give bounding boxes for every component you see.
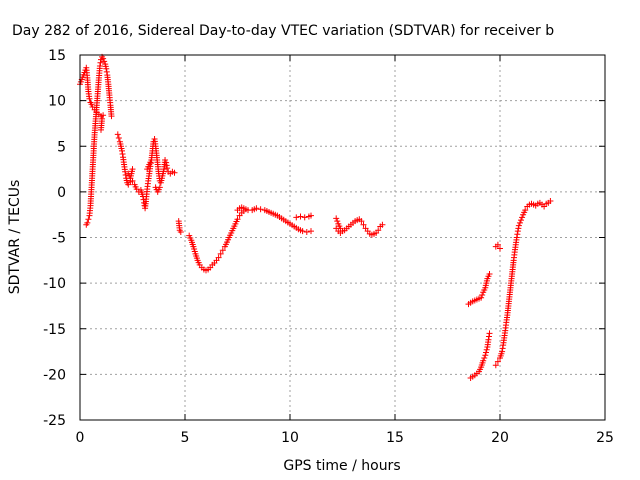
x-tick-label: 20 (491, 430, 509, 446)
x-tick-label: 5 (181, 430, 190, 446)
data-point (516, 219, 523, 226)
x-tick-label: 15 (386, 430, 404, 446)
data-point (177, 229, 184, 236)
data-point (519, 214, 526, 221)
data-point (514, 228, 521, 235)
data-point (156, 184, 163, 191)
x-tick-label: 10 (281, 430, 299, 446)
data-point (293, 214, 300, 221)
data-point (522, 207, 529, 214)
data-point (219, 247, 226, 254)
data-point (518, 217, 524, 224)
data-point (85, 216, 92, 223)
data-point (499, 348, 506, 355)
data-point (360, 221, 367, 228)
data-point (86, 95, 93, 102)
data-point (234, 216, 241, 223)
data-point (486, 330, 493, 337)
data-point (485, 336, 492, 343)
data-point (515, 225, 522, 232)
data-point (129, 166, 136, 173)
data-point (499, 345, 506, 352)
data-point (96, 62, 103, 69)
data-point (494, 241, 501, 248)
data-point (114, 131, 121, 138)
data-point (494, 358, 501, 365)
data-point (215, 254, 222, 261)
data-point (101, 58, 108, 65)
data-point (379, 221, 386, 228)
data-point (100, 112, 107, 119)
data-point (375, 227, 382, 234)
data-point (497, 245, 503, 252)
y-axis-label: SDTVAR / TECUs (7, 180, 23, 295)
data-point (84, 219, 91, 226)
data-point (171, 169, 178, 176)
data-point (103, 68, 110, 75)
data-point (547, 198, 554, 204)
data-point (122, 168, 129, 175)
data-point (485, 333, 492, 340)
data-point (162, 156, 169, 163)
data-point (513, 234, 520, 241)
data-point (100, 55, 107, 62)
data-point (301, 214, 308, 221)
data-point (242, 206, 249, 213)
data-point (115, 135, 122, 142)
data-point (108, 113, 115, 120)
data-point (88, 101, 95, 108)
data-point (333, 215, 340, 222)
x-axis-label: GPS time / hours (283, 458, 400, 474)
y-tick-label: 10 (48, 94, 66, 110)
data-point (297, 213, 304, 220)
data-point (119, 151, 126, 158)
x-tick-label: 0 (76, 430, 85, 446)
data-point (119, 147, 125, 154)
data-point (164, 165, 171, 172)
data-point (148, 156, 155, 163)
data-point (479, 291, 486, 298)
data-point (163, 162, 170, 169)
data-point (308, 212, 314, 219)
y-tick-label: 15 (48, 48, 66, 64)
data-point (147, 160, 154, 167)
y-tick-label: 5 (57, 139, 66, 155)
data-point (337, 229, 344, 236)
y-tick-label: 0 (57, 185, 66, 201)
data-points (77, 53, 554, 382)
y-tick-label: -15 (43, 322, 66, 338)
data-point (217, 250, 224, 257)
data-point (257, 206, 264, 213)
data-point (358, 218, 365, 225)
data-point (492, 362, 499, 369)
data-point (482, 352, 489, 359)
chart-title: Day 282 of 2016, Sidereal Day-to-day VTE… (12, 23, 554, 39)
y-tick-label: -20 (43, 367, 66, 383)
data-point (122, 171, 129, 178)
y-tick-label: -25 (43, 413, 66, 429)
x-tick-label: 25 (596, 430, 614, 446)
data-point (480, 357, 487, 364)
data-point (478, 294, 485, 301)
data-point (481, 354, 488, 361)
data-point (515, 222, 522, 229)
data-point (299, 228, 306, 235)
data-point (103, 65, 110, 72)
axis-ticks: 0 5 10 15 20 25 15 10 5 0 -5 -10 -15 -20 -25 (43, 48, 614, 446)
data-point (486, 271, 493, 277)
y-tick-label: -5 (52, 231, 66, 247)
data-point (97, 59, 104, 66)
y-tick-label: -10 (43, 276, 66, 292)
data-point (483, 349, 489, 356)
data-point (253, 205, 260, 212)
data-point (483, 346, 490, 353)
data-point (163, 159, 170, 166)
data-point (308, 228, 314, 235)
data-point (99, 115, 106, 122)
data-point (303, 229, 310, 236)
data-point (514, 231, 521, 238)
grid (80, 55, 605, 420)
data-point (334, 218, 341, 225)
